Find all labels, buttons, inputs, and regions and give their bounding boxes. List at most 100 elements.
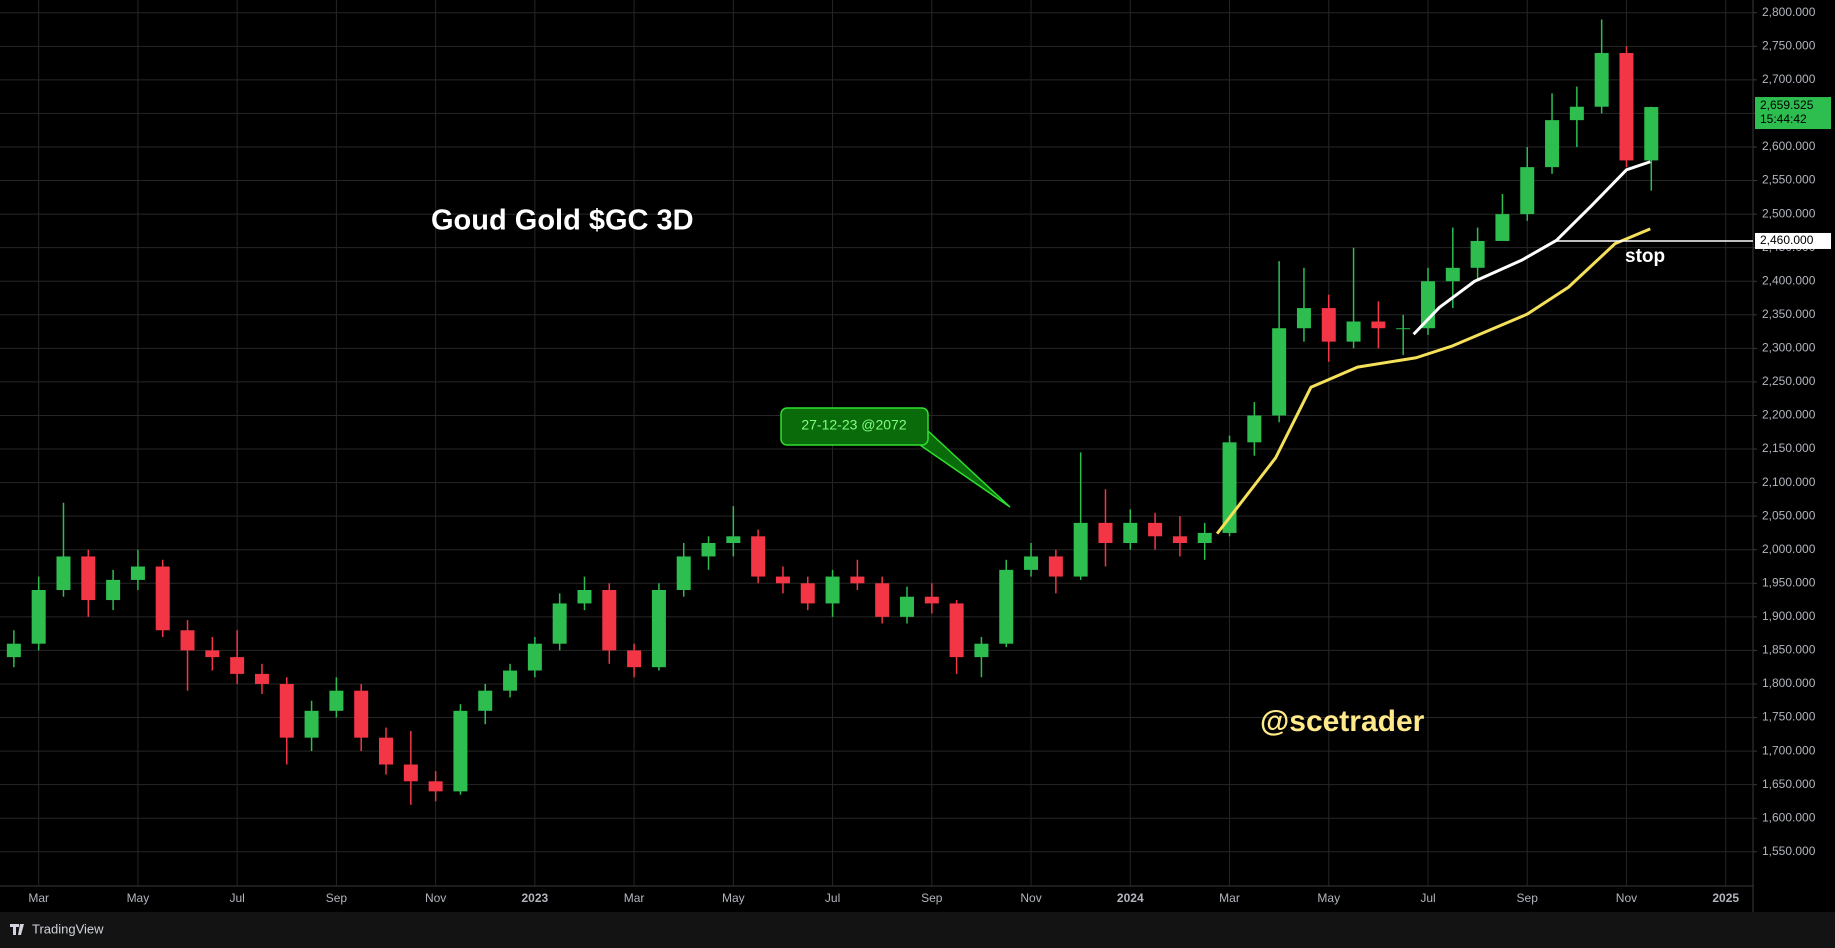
logo-icon bbox=[10, 924, 24, 935]
callout-text: 27-12-23 @2072 bbox=[801, 417, 907, 433]
x-tick-label: Mar bbox=[28, 891, 49, 905]
candle-body bbox=[775, 576, 790, 584]
candle-body bbox=[1644, 107, 1659, 161]
candle-body bbox=[428, 781, 443, 792]
callout: 27-12-23 @2072 bbox=[780, 407, 1011, 508]
callout-box bbox=[780, 407, 929, 446]
candle-body bbox=[1148, 522, 1163, 537]
candle-body bbox=[453, 710, 468, 792]
x-tick-label: May bbox=[127, 891, 150, 905]
candle-body bbox=[6, 643, 21, 658]
candle-body bbox=[106, 579, 121, 601]
y-tick-label: 2,700.000 bbox=[1762, 72, 1816, 86]
candle-body bbox=[230, 657, 245, 674]
grid bbox=[0, 0, 1753, 886]
candle-body bbox=[1098, 522, 1113, 544]
candle-body bbox=[1222, 442, 1237, 533]
candle-body bbox=[304, 710, 319, 738]
y-tick-label: 2,400.000 bbox=[1762, 273, 1816, 287]
x-tick-label: Jul bbox=[825, 891, 840, 905]
y-tick-label: 2,500.000 bbox=[1762, 206, 1816, 220]
y-tick-label: 1,800.000 bbox=[1762, 676, 1816, 690]
candle-body bbox=[354, 690, 369, 738]
candle-body bbox=[31, 589, 46, 644]
candle-body bbox=[850, 576, 865, 584]
candle-body bbox=[279, 683, 294, 738]
candle-body bbox=[800, 583, 815, 604]
candle-body bbox=[180, 630, 195, 651]
candle-body bbox=[1123, 522, 1138, 544]
x-tick-label: 2024 bbox=[1117, 891, 1144, 905]
candle-body bbox=[1048, 556, 1063, 577]
candle-body bbox=[726, 536, 741, 544]
y-tick-label: 2,200.000 bbox=[1762, 408, 1816, 422]
watermark: @scetrader bbox=[1260, 705, 1425, 738]
y-tick-label: 1,550.000 bbox=[1762, 844, 1816, 858]
candle-body bbox=[577, 589, 592, 604]
y-tick-label: 1,650.000 bbox=[1762, 777, 1816, 791]
candle-body bbox=[751, 536, 766, 577]
candle-body bbox=[329, 690, 344, 711]
x-tick-label: Mar bbox=[1219, 891, 1240, 905]
candle-body bbox=[651, 589, 666, 668]
candle-body bbox=[627, 650, 642, 668]
candle-body bbox=[205, 650, 220, 658]
last-price-box bbox=[1755, 97, 1831, 130]
candle-body bbox=[1445, 267, 1460, 282]
candle-body bbox=[56, 556, 71, 590]
candle-body bbox=[875, 583, 890, 617]
candle-body bbox=[974, 643, 989, 658]
x-tick-label: Nov bbox=[1616, 891, 1637, 905]
y-tick-label: 2,300.000 bbox=[1762, 341, 1816, 355]
candle-body bbox=[1073, 522, 1088, 577]
candle-body bbox=[825, 576, 840, 604]
candle-body bbox=[1296, 308, 1311, 329]
x-tick-label: Sep bbox=[1517, 891, 1539, 905]
x-tick-label: Jul bbox=[229, 891, 244, 905]
candle-body bbox=[900, 596, 915, 617]
candle-body bbox=[1272, 328, 1287, 416]
candle-body bbox=[1371, 321, 1386, 329]
logo: TradingView bbox=[10, 921, 104, 936]
candle-body bbox=[1470, 240, 1485, 268]
x-tick-label: 2023 bbox=[522, 891, 549, 905]
candle-body bbox=[155, 566, 170, 631]
x-tick-label: Mar bbox=[624, 891, 645, 905]
y-tick-label: 1,700.000 bbox=[1762, 743, 1816, 757]
candle-body bbox=[1172, 536, 1187, 544]
stop-price-box bbox=[1755, 232, 1831, 249]
candle-body bbox=[924, 596, 939, 604]
candle-body bbox=[1396, 328, 1411, 330]
x-tick-label: 2025 bbox=[1712, 891, 1739, 905]
y-tick-label: 1,600.000 bbox=[1762, 810, 1816, 824]
candle-body bbox=[701, 543, 716, 557]
candle-body bbox=[379, 737, 394, 765]
last-price-label: 2,659.525 bbox=[1760, 98, 1814, 112]
x-tick-label: Sep bbox=[326, 891, 348, 905]
candle-body bbox=[1619, 53, 1634, 161]
candle-body bbox=[1197, 532, 1212, 544]
y-tick-label: 2,250.000 bbox=[1762, 374, 1816, 388]
candle-body bbox=[1495, 214, 1510, 241]
x-tick-label: Nov bbox=[1020, 891, 1041, 905]
candle-body bbox=[676, 556, 691, 590]
candle-body bbox=[130, 566, 145, 580]
y-tick-label: 1,850.000 bbox=[1762, 643, 1816, 657]
candle-body bbox=[403, 764, 418, 782]
x-tick-label: May bbox=[1317, 891, 1340, 905]
y-tick-label: 2,750.000 bbox=[1762, 38, 1816, 52]
x-tick-label: Nov bbox=[425, 891, 446, 905]
candle-body bbox=[1594, 53, 1609, 107]
candle-body bbox=[1569, 106, 1584, 121]
stop-price-label: 2,460.000 bbox=[1760, 233, 1814, 247]
candle-body bbox=[1024, 556, 1039, 570]
candle-body bbox=[478, 690, 493, 711]
footer-bar bbox=[0, 912, 1835, 948]
candle-body bbox=[1520, 167, 1535, 215]
x-tick-label: Jul bbox=[1420, 891, 1435, 905]
y-tick-label: 1,950.000 bbox=[1762, 575, 1816, 589]
candle-body bbox=[949, 603, 964, 658]
